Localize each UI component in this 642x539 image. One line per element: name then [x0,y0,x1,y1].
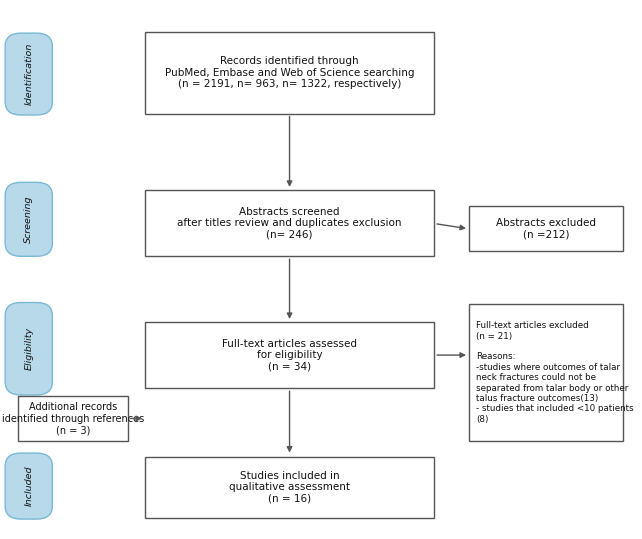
Text: Additional records
identified through references
(n = 3): Additional records identified through re… [2,402,144,436]
Text: Abstracts screened
after titles review and duplicates exclusion
(n= 246): Abstracts screened after titles review a… [177,206,402,240]
Text: Full-text articles assessed
for eligibility
(n = 34): Full-text articles assessed for eligibil… [222,338,357,372]
Bar [145,457,434,518]
FancyBboxPatch shape [5,182,53,257]
Bar [469,304,623,441]
Bar [145,32,434,114]
FancyBboxPatch shape [5,33,53,115]
Text: Screening: Screening [24,196,33,243]
Bar [18,396,128,441]
Bar [145,190,434,256]
Text: Studies included in
qualitative assessment
(n = 16): Studies included in qualitative assessme… [229,471,350,504]
Text: Identification: Identification [24,43,33,105]
FancyBboxPatch shape [5,453,53,519]
Bar [469,206,623,251]
Bar [145,322,434,388]
Text: Eligibility: Eligibility [24,327,33,370]
FancyBboxPatch shape [5,302,53,395]
Text: Included: Included [24,466,33,506]
Text: Records identified through
PubMed, Embase and Web of Science searching
(n = 2191: Records identified through PubMed, Embas… [165,56,414,89]
Text: Full-text articles excluded
(n = 21)

Reasons:
-studies where outcomes of talar
: Full-text articles excluded (n = 21) Rea… [476,321,634,424]
Text: Abstracts excluded
(n =212): Abstracts excluded (n =212) [496,218,596,239]
